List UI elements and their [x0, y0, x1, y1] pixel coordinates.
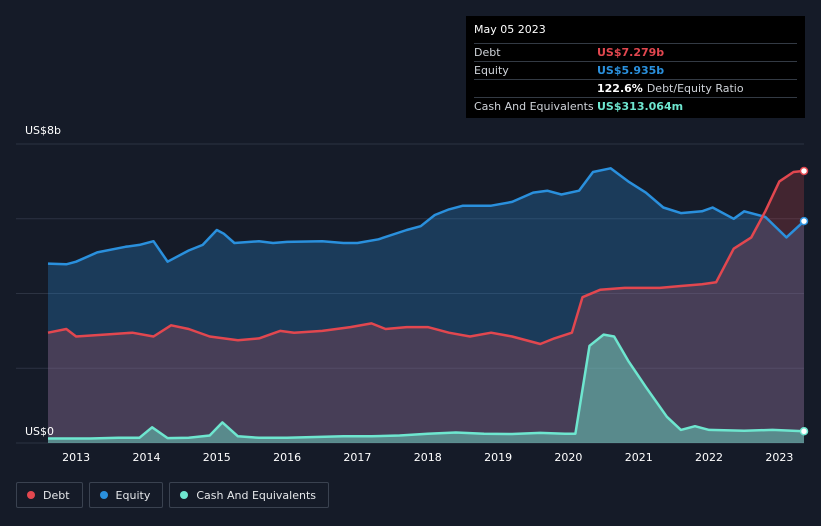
- line-equity: [47, 167, 805, 266]
- legend: Debt Equity Cash And Equivalents: [16, 482, 329, 508]
- tooltip-ratio-label: Debt/Equity Ratio: [646, 82, 744, 95]
- grid-lines: [16, 143, 804, 444]
- endpoint-debt: [799, 166, 809, 176]
- legend-dot-equity: [99, 491, 108, 499]
- legend-label-debt: Debt: [43, 488, 70, 502]
- x-tick-2015: 2015: [203, 451, 231, 464]
- tooltip-row-debt: Debt US$7.279b: [474, 44, 797, 62]
- legend-item-cash[interactable]: Cash And Equivalents: [169, 482, 329, 508]
- legend-dot-cash: [180, 491, 189, 499]
- area-debt: [48, 170, 804, 443]
- x-axis-ticks: 2013 2014 2015 2016 2017 2018 2019 2020 2021 2022…: [62, 451, 793, 464]
- series-endpoints: [799, 166, 809, 436]
- tooltip-row-ratio: 122.6% Debt/Equity Ratio: [474, 80, 797, 98]
- endpoint-cash-and-equivalents: [799, 427, 809, 436]
- x-tick-2021: 2021: [625, 451, 653, 464]
- legend-dot-debt: [27, 491, 35, 499]
- x-tick-2019: 2019: [484, 451, 512, 464]
- tooltip-ratio-value: 122.6%: [597, 82, 643, 95]
- tooltip-cash-label: Cash And Equivalents: [474, 100, 594, 113]
- line-cash-and-equivalents: [48, 333, 805, 440]
- area-cash-and-equivalents: [48, 334, 804, 443]
- tooltip-date: May 05 2023: [474, 23, 797, 44]
- x-tick-2013: 2013: [62, 451, 90, 464]
- tooltip-row-cash: Cash And Equivalents US$313.064m: [474, 98, 797, 115]
- legend-label-equity: Equity: [115, 488, 151, 502]
- series-lines: [47, 167, 805, 440]
- area-equity: [48, 168, 804, 444]
- x-tick-2020: 2020: [554, 451, 582, 464]
- tooltip-equity-value: US$5.935b: [597, 64, 665, 77]
- x-tick-2023: 2023: [765, 451, 793, 464]
- tooltip-ratio-spacer: [474, 80, 597, 97]
- tooltip-cash-value: US$313.064m: [597, 100, 684, 113]
- y-axis-bottom-label: US$0: [25, 425, 54, 438]
- x-tick-2014: 2014: [132, 451, 160, 464]
- tooltip-panel: May 05 2023 Debt US$7.279b Equity US$5.9…: [466, 16, 805, 118]
- x-tick-2016: 2016: [273, 451, 301, 464]
- endpoint-equity: [799, 216, 809, 226]
- legend-item-debt[interactable]: Debt: [16, 482, 83, 508]
- legend-item-equity[interactable]: Equity: [88, 482, 164, 508]
- y-axis-top-label: US$8b: [25, 124, 61, 137]
- x-tick-2017: 2017: [343, 451, 371, 464]
- tooltip-debt-value: US$7.279b: [597, 46, 665, 59]
- x-tick-2018: 2018: [414, 451, 442, 464]
- tooltip-equity-label: Equity: [474, 64, 509, 77]
- tooltip-row-equity: Equity US$5.935b: [474, 62, 797, 80]
- tooltip-debt-label: Debt: [474, 46, 501, 59]
- series-areas: [48, 168, 804, 444]
- legend-label-cash: Cash And Equivalents: [196, 488, 316, 502]
- x-tick-2022: 2022: [695, 451, 723, 464]
- line-debt: [47, 169, 805, 346]
